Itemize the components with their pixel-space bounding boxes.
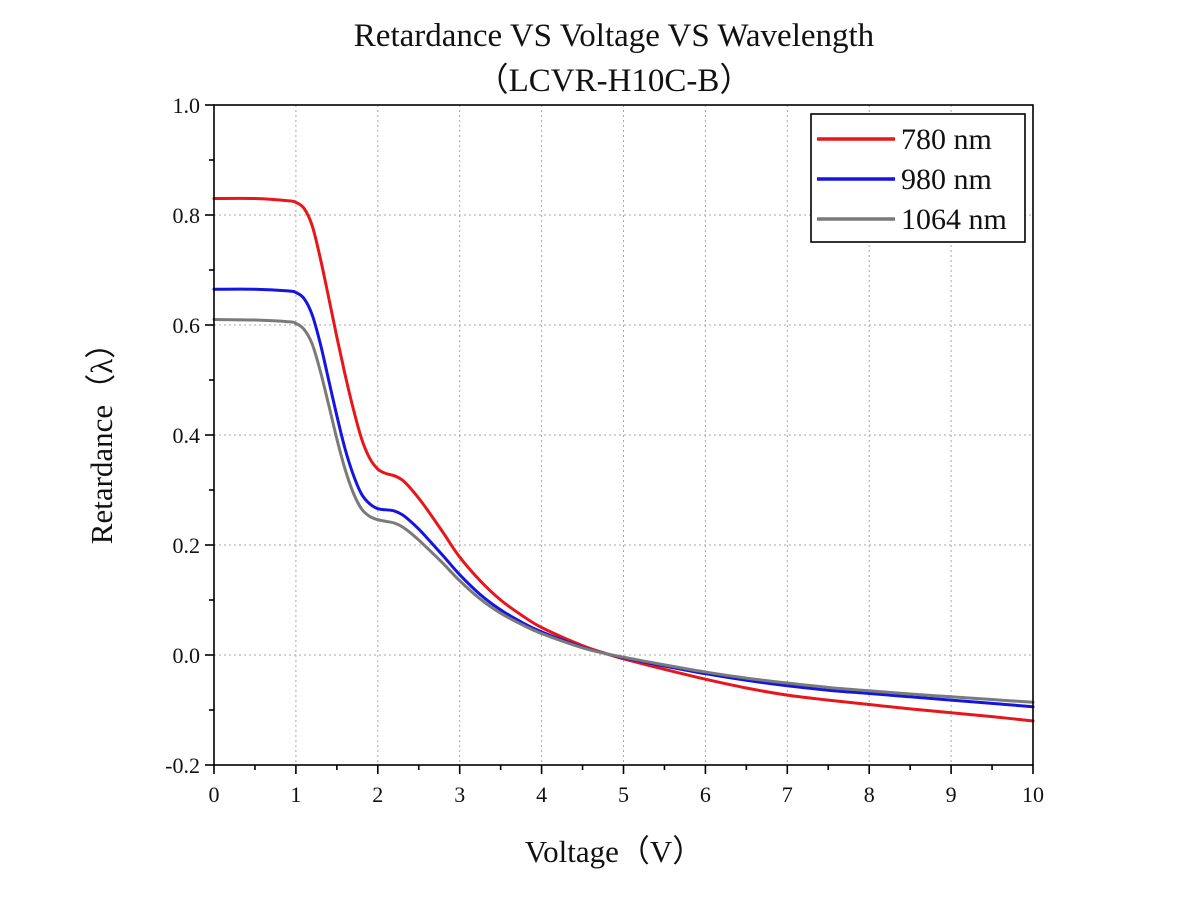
series-line-980-nm (212, 287, 1035, 709)
x-tick-label: 3 (454, 782, 465, 807)
legend-label-980-nm: 980 nm (901, 163, 992, 196)
series-line-1064-nm (212, 318, 1035, 704)
x-tick-label: 8 (864, 782, 875, 807)
grid (214, 105, 1033, 765)
x-tick-label: 10 (1022, 782, 1044, 807)
x-tick-label: 2 (372, 782, 383, 807)
y-tick-label: 0.8 (173, 203, 201, 228)
y-tick-label: 0.6 (173, 313, 201, 338)
x-tick-label: 4 (536, 782, 547, 807)
series-lines (212, 196, 1035, 723)
x-tick-label: 5 (618, 782, 629, 807)
series-line-780-nm (212, 196, 1035, 723)
y-tick-label: 0.0 (173, 643, 201, 668)
x-tick-label: 0 (209, 782, 220, 807)
x-tick-label: 9 (946, 782, 957, 807)
y-tick-label: -0.2 (165, 753, 200, 778)
y-tick-label: 0.4 (173, 423, 201, 448)
y-tick-label: 0.2 (173, 533, 201, 558)
x-tick-label: 7 (782, 782, 793, 807)
legend-label-1064-nm: 1064 nm (901, 203, 1007, 236)
y-axis-label: Retardance（λ） (84, 328, 119, 544)
chart-title: Retardance VS Voltage VS Wavelength (354, 18, 875, 54)
y-tick-label: 1.0 (173, 93, 201, 118)
x-axis-label: Voltage（V） (525, 834, 704, 869)
x-tick-label: 6 (700, 782, 711, 807)
x-tick-label: 1 (290, 782, 301, 807)
ticks: 0 1 2 3 4 5 6 7 8 9 10 -0.2 0.0 0.2 0.4 0.6 0.8 1.0 (165, 93, 1044, 807)
legend: 780 nm 980 nm 1064 nm (810, 113, 1026, 243)
chart-subtitle: （LCVR-H10C-B） (476, 63, 753, 99)
legend-label-780-nm: 780 nm (901, 123, 992, 156)
